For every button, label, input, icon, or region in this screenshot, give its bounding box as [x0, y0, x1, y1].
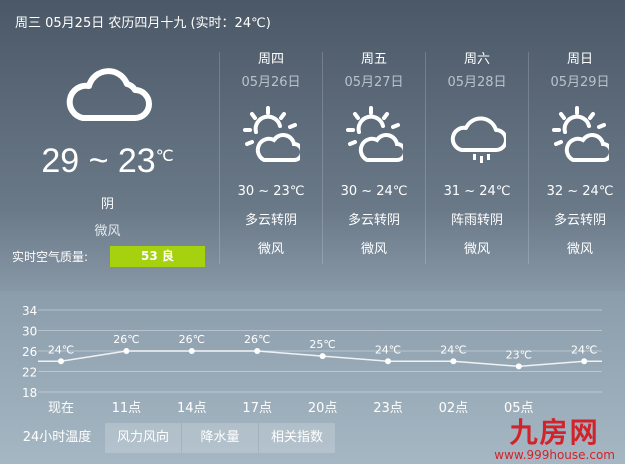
data-point — [385, 358, 391, 365]
partly-cloudy-icon — [346, 106, 403, 162]
data-point — [58, 358, 64, 365]
condition: 多云转阴 — [244, 213, 297, 228]
tab-indices[interactable]: 相关指数 — [259, 423, 335, 453]
divider — [425, 52, 426, 264]
watermark-logo: 九房网 www.999house.com — [494, 416, 615, 463]
temp-range: 32 ~ 24℃ — [546, 184, 614, 199]
cloud-icon — [66, 68, 152, 121]
data-label: 24℃ — [48, 343, 74, 356]
hourly-section: 34 30 26 22 18 24℃ 26℃ 26℃ 26℃ 25℃ 24℃ 24℃ 23℃ 24℃ 现在 1… — [0, 291, 625, 464]
weekday: 周六 — [463, 52, 490, 67]
weekday: 周五 — [360, 52, 387, 67]
date-header: 周三 05月25日 农历四月十九 (实时：24℃) — [15, 16, 271, 31]
x-tick-label: 现在 — [48, 401, 74, 416]
data-label: 24℃ — [375, 343, 401, 356]
today-wind: 微风 — [94, 224, 121, 239]
data-label: 25℃ — [309, 338, 335, 351]
data-label: 24℃ — [571, 343, 597, 356]
watermark-url: www.999house.com — [494, 448, 615, 462]
tab-wind[interactable]: 风力风向 — [105, 423, 181, 453]
temp-unit: ℃ — [155, 148, 174, 165]
forecast-day: 周五 05月27日 30 ~ 24℃ 多云转阴 微风 — [323, 48, 425, 257]
divider — [219, 52, 220, 264]
hourly-temp-chart: 34 30 26 22 18 24℃ 26℃ 26℃ 26℃ 25℃ 24℃ 24℃ 23℃ 24℃ 现在 1… — [22, 304, 602, 416]
data-point — [581, 358, 588, 365]
forecast-day: 周日 05月29日 32 ~ 24℃ 多云转阴 微风 — [529, 48, 625, 257]
data-point — [254, 348, 261, 354]
data-point — [515, 363, 522, 370]
condition: 多云转阴 — [347, 213, 400, 228]
partly-cloudy-icon — [243, 106, 300, 162]
data-label: 26℃ — [244, 333, 270, 346]
data-label: 26℃ — [113, 333, 139, 346]
weekday: 周日 — [566, 52, 593, 67]
date: 05月28日 — [447, 75, 507, 90]
today-temp: 29 ~ 23℃ — [0, 142, 215, 181]
aq-label: 实时空气质量: — [12, 250, 89, 264]
y-tick-label: 30 — [22, 325, 37, 339]
shower-icon — [450, 116, 506, 163]
wind: 微风 — [257, 242, 284, 257]
condition: 多云转阴 — [553, 213, 606, 228]
y-tick-label: 26 — [22, 345, 37, 359]
watermark-name: 九房网 — [509, 416, 600, 449]
aq-badge: 53 良 — [110, 246, 205, 267]
divider — [528, 52, 529, 264]
data-label: 24℃ — [440, 343, 466, 356]
x-tick-label: 02点 — [439, 401, 469, 416]
temp-range: 30 ~ 23℃ — [237, 184, 305, 199]
temp-range: 30 ~ 24℃ — [340, 184, 408, 199]
tab-24h-temp[interactable]: 24小时温度 — [22, 430, 92, 445]
temp-range: 31 ~ 24℃ — [443, 184, 511, 199]
x-tick-label: 05点 — [504, 401, 534, 416]
today-condition: 阴 — [100, 197, 114, 212]
y-tick-label: 18 — [22, 386, 37, 400]
y-tick-label: 22 — [22, 366, 37, 380]
today-temp-value: 29 ~ 23 — [41, 142, 156, 180]
data-point — [188, 348, 195, 354]
y-tick-label: 34 — [22, 304, 37, 318]
wind: 微风 — [463, 242, 490, 257]
date: 05月26日 — [241, 75, 301, 90]
divider — [322, 52, 323, 264]
x-tick-label: 20点 — [308, 401, 338, 416]
tab-precip[interactable]: 降水量 — [182, 423, 258, 453]
forecast-day: 周六 05月28日 31 ~ 24℃ 阵雨转阴 微风 — [426, 48, 528, 257]
wind: 微风 — [566, 242, 593, 257]
condition: 阵雨转阴 — [450, 213, 503, 228]
data-point — [123, 348, 130, 354]
wind: 微风 — [360, 242, 387, 257]
data-point — [450, 358, 457, 365]
data-label: 23℃ — [506, 348, 532, 361]
date: 05月27日 — [344, 75, 404, 90]
data-point — [319, 353, 326, 360]
x-tick-label: 14点 — [177, 401, 207, 416]
date: 05月29日 — [550, 75, 610, 90]
x-tick-label: 17点 — [242, 401, 272, 416]
partly-cloudy-icon — [552, 106, 609, 162]
today-panel — [0, 50, 215, 128]
x-tick-label: 23点 — [373, 401, 403, 416]
weekday: 周四 — [257, 52, 284, 67]
x-tick-label: 11点 — [112, 401, 142, 416]
forecast-day: 周四 05月26日 30 ~ 23℃ 多云转阴 微风 — [220, 48, 322, 257]
data-label: 26℃ — [179, 333, 205, 346]
